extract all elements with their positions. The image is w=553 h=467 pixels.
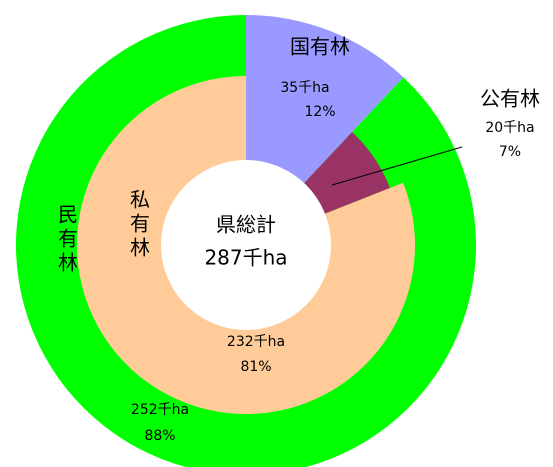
area-label: 20千ha xyxy=(485,120,534,136)
leader-line xyxy=(331,146,463,186)
area-label: 232千ha xyxy=(227,334,285,350)
center-hole xyxy=(161,160,331,330)
segment-name: 公有林 xyxy=(480,87,540,111)
percent-label: 81% xyxy=(240,359,271,375)
center-title: 県総計 xyxy=(216,213,276,237)
segment-name: 民有林 xyxy=(55,204,79,276)
area-label: 35千ha xyxy=(280,80,329,96)
segment-name: 国有林 xyxy=(290,35,350,59)
area-label: 252千ha xyxy=(131,402,189,418)
segment-name: 私有林 xyxy=(127,189,151,261)
center-label: 287千ha xyxy=(204,246,287,270)
percent-label: 7% xyxy=(499,144,521,160)
percent-label: 12% xyxy=(304,104,335,120)
percent-label: 88% xyxy=(144,428,175,444)
